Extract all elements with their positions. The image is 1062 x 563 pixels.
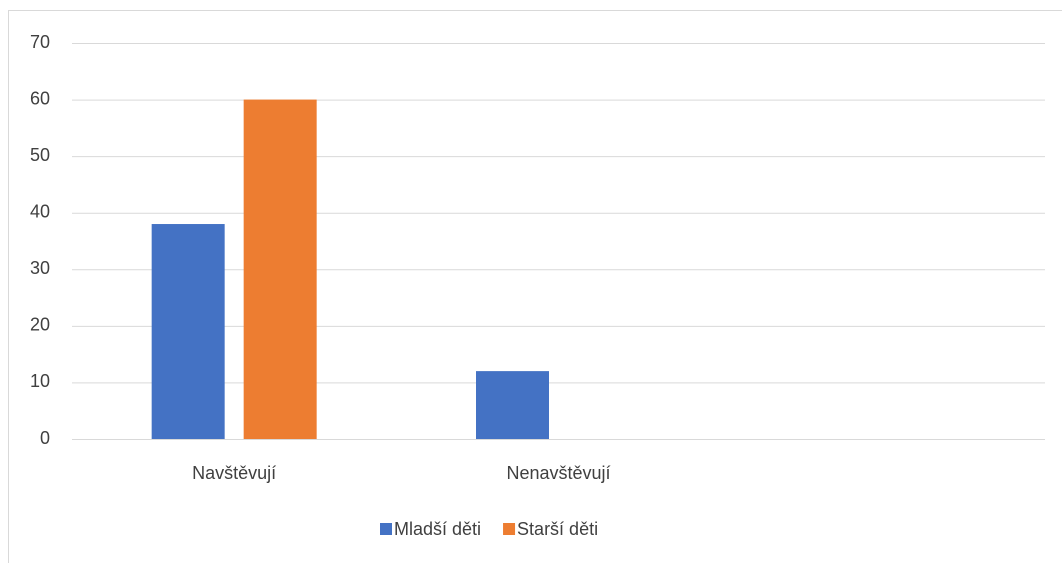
legend-swatch xyxy=(503,523,516,535)
legend-swatch xyxy=(380,523,392,535)
y-tick-label: 60 xyxy=(30,88,50,108)
y-tick-label: 30 xyxy=(30,258,50,278)
bar xyxy=(151,224,225,439)
x-tick-label: Nenavštěvují xyxy=(506,463,610,483)
y-tick-label: 0 xyxy=(40,428,50,448)
y-tick-label: 20 xyxy=(30,315,50,335)
y-tick-label: 40 xyxy=(30,201,50,221)
y-tick-label: 70 xyxy=(30,32,50,52)
x-tick-label: Navštěvují xyxy=(192,463,276,483)
y-tick-label: 50 xyxy=(30,145,50,165)
y-tick-label: 10 xyxy=(30,371,50,391)
bar xyxy=(243,99,317,440)
bar xyxy=(476,371,549,439)
legend-label: Mladší děti xyxy=(394,519,481,539)
legend-label: Starší děti xyxy=(517,519,598,539)
